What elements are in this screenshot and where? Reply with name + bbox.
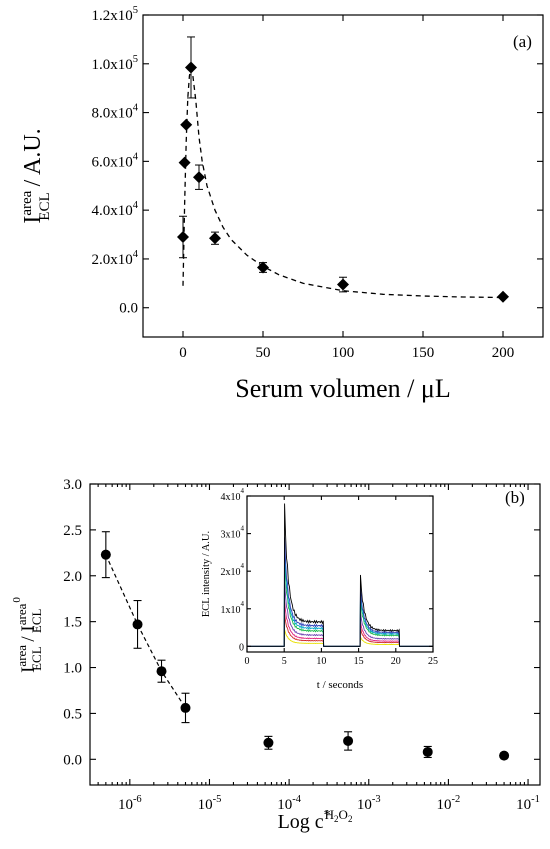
inset-x-tick-label: 5 [282,656,287,667]
x-tick-label-b: 10-6 [118,794,142,813]
y-ticks-b: 0.0 0.5 1.0 1.5 2.0 2.5 3.0 [63,477,540,768]
plot-frame-b [89,483,541,786]
y-tick-label-b: 2.0 [63,569,82,585]
inset-x-ticks: 0 5 10 15 20 25 [245,496,438,667]
inset-y-tick-label: 1x104 [221,600,245,616]
y-tick-label-a: 1.0x105 [92,54,139,73]
data-points-a [177,36,509,303]
fit-line-path-b [105,554,187,709]
inset-x-axis-label: t / seconds [317,679,363,691]
x-tick-label-b: 10-1 [516,794,540,813]
data-point-a [193,171,205,184]
x-tick-label-b: 10-4 [277,794,301,813]
data-point-a [178,156,191,169]
x-axis-label-b: Log c*H2O2 [278,807,353,833]
data-point-a [337,278,349,291]
y-tick-label-b: 0.0 [63,752,82,768]
inset-background [247,496,433,652]
y-axis-label-b: IareaECL / Iarea0ECL [11,597,44,673]
y-axis-label-a: Iarea ECL / A.U. [19,128,53,223]
x-tick-label-a: 200 [492,345,515,361]
x-ticks-a: 0 50 100 150 200 [179,15,514,361]
fit-line-b [105,554,187,709]
inset-x-tick-label: 20 [391,656,401,667]
data-point-a [185,61,197,74]
data-point-b [180,702,191,713]
x-tick-label-a: 0 [179,345,187,361]
inset-frame [246,495,434,653]
y-tick-label-a: 6.0x104 [92,151,139,170]
y-tick-label-b: 3.0 [63,477,82,493]
fit-curve-a [182,66,504,299]
x-tick-label-a: 50 [256,345,271,361]
y-tick-label-b: 1.0 [63,661,82,677]
data-point-b [132,619,143,630]
y-tick-label-a: 1.2x105 [92,5,139,24]
data-point-b [422,746,433,757]
data-point-a [497,290,509,303]
data-point-b [263,737,274,748]
x-tick-label-b: 10-5 [198,794,222,813]
inset-x-tick-label: 0 [245,656,250,667]
inset-y-tick-label: 3x104 [221,525,245,541]
fit-curve-path-a [182,66,504,299]
x-tick-label-b: 10-3 [357,794,381,813]
inset-y-tick-label: 4x104 [221,487,245,503]
x-axis-label-a: Serum volumen / μL [235,374,450,403]
x-axis-label-b-subscript: H2O2 [325,807,353,824]
x-tick-label-b: 10-2 [437,794,461,813]
data-point-a [257,261,269,274]
data-point-b [343,735,354,746]
inset-y-tick-label: 0 [239,642,244,653]
data-point-a [177,230,189,243]
y-tick-label-b: 0.5 [63,706,82,722]
inset-y-ticks: 0 1x104 2x104 3x104 4x104 [221,487,433,653]
inset-x-tick-label: 10 [316,656,326,667]
y-tick-label-a: 4.0x104 [92,200,139,219]
panel-a: 0 50 100 150 200 0.0 2.0x104 4.0x104 6.0x104 8.0… [19,5,544,403]
y-ticks-a: 0.0 2.0x104 4.0x104 6.0x104 8.0x104 1.0x105 1.… [92,5,543,317]
x-tick-label-a: 150 [412,345,435,361]
panel-b: 10-6 10-5 10-4 10-3 10-2 10-1 0.0 0.5 1.0 1.5 2.0… [11,477,541,833]
data-point-b [156,666,167,677]
inset-traces [247,503,433,647]
data-point-a [180,118,193,131]
inset-chart: 0 5 10 15 20 25 0 1x104 2x104 3x104 4x104 t / sec… [201,487,438,691]
y-tick-label-a: 0.0 [119,301,138,317]
inset-y-tick-label: 2x104 [221,562,245,578]
y-tick-label-b: 2.5 [63,523,82,539]
x-tick-label-a: 100 [332,345,355,361]
y-tick-label-b: 1.5 [63,615,82,631]
x-ticks-b: 10-6 10-5 10-4 10-3 10-2 10-1 [97,484,540,813]
data-point-a [209,232,221,245]
data-point-b [100,549,111,560]
data-point-b [499,750,510,761]
panel-label-a: (a) [513,32,532,51]
panel-label-b: (b) [505,488,525,507]
inset-x-tick-label: 25 [428,656,438,667]
y-tick-label-a: 8.0x104 [92,103,139,122]
inset-trace [247,503,433,647]
inset-x-tick-label: 15 [354,656,364,667]
y-tick-label-a: 2.0x104 [92,249,139,268]
inset-y-axis-label: ECL intensity / A.U. [201,531,212,617]
data-points-b [100,531,510,761]
